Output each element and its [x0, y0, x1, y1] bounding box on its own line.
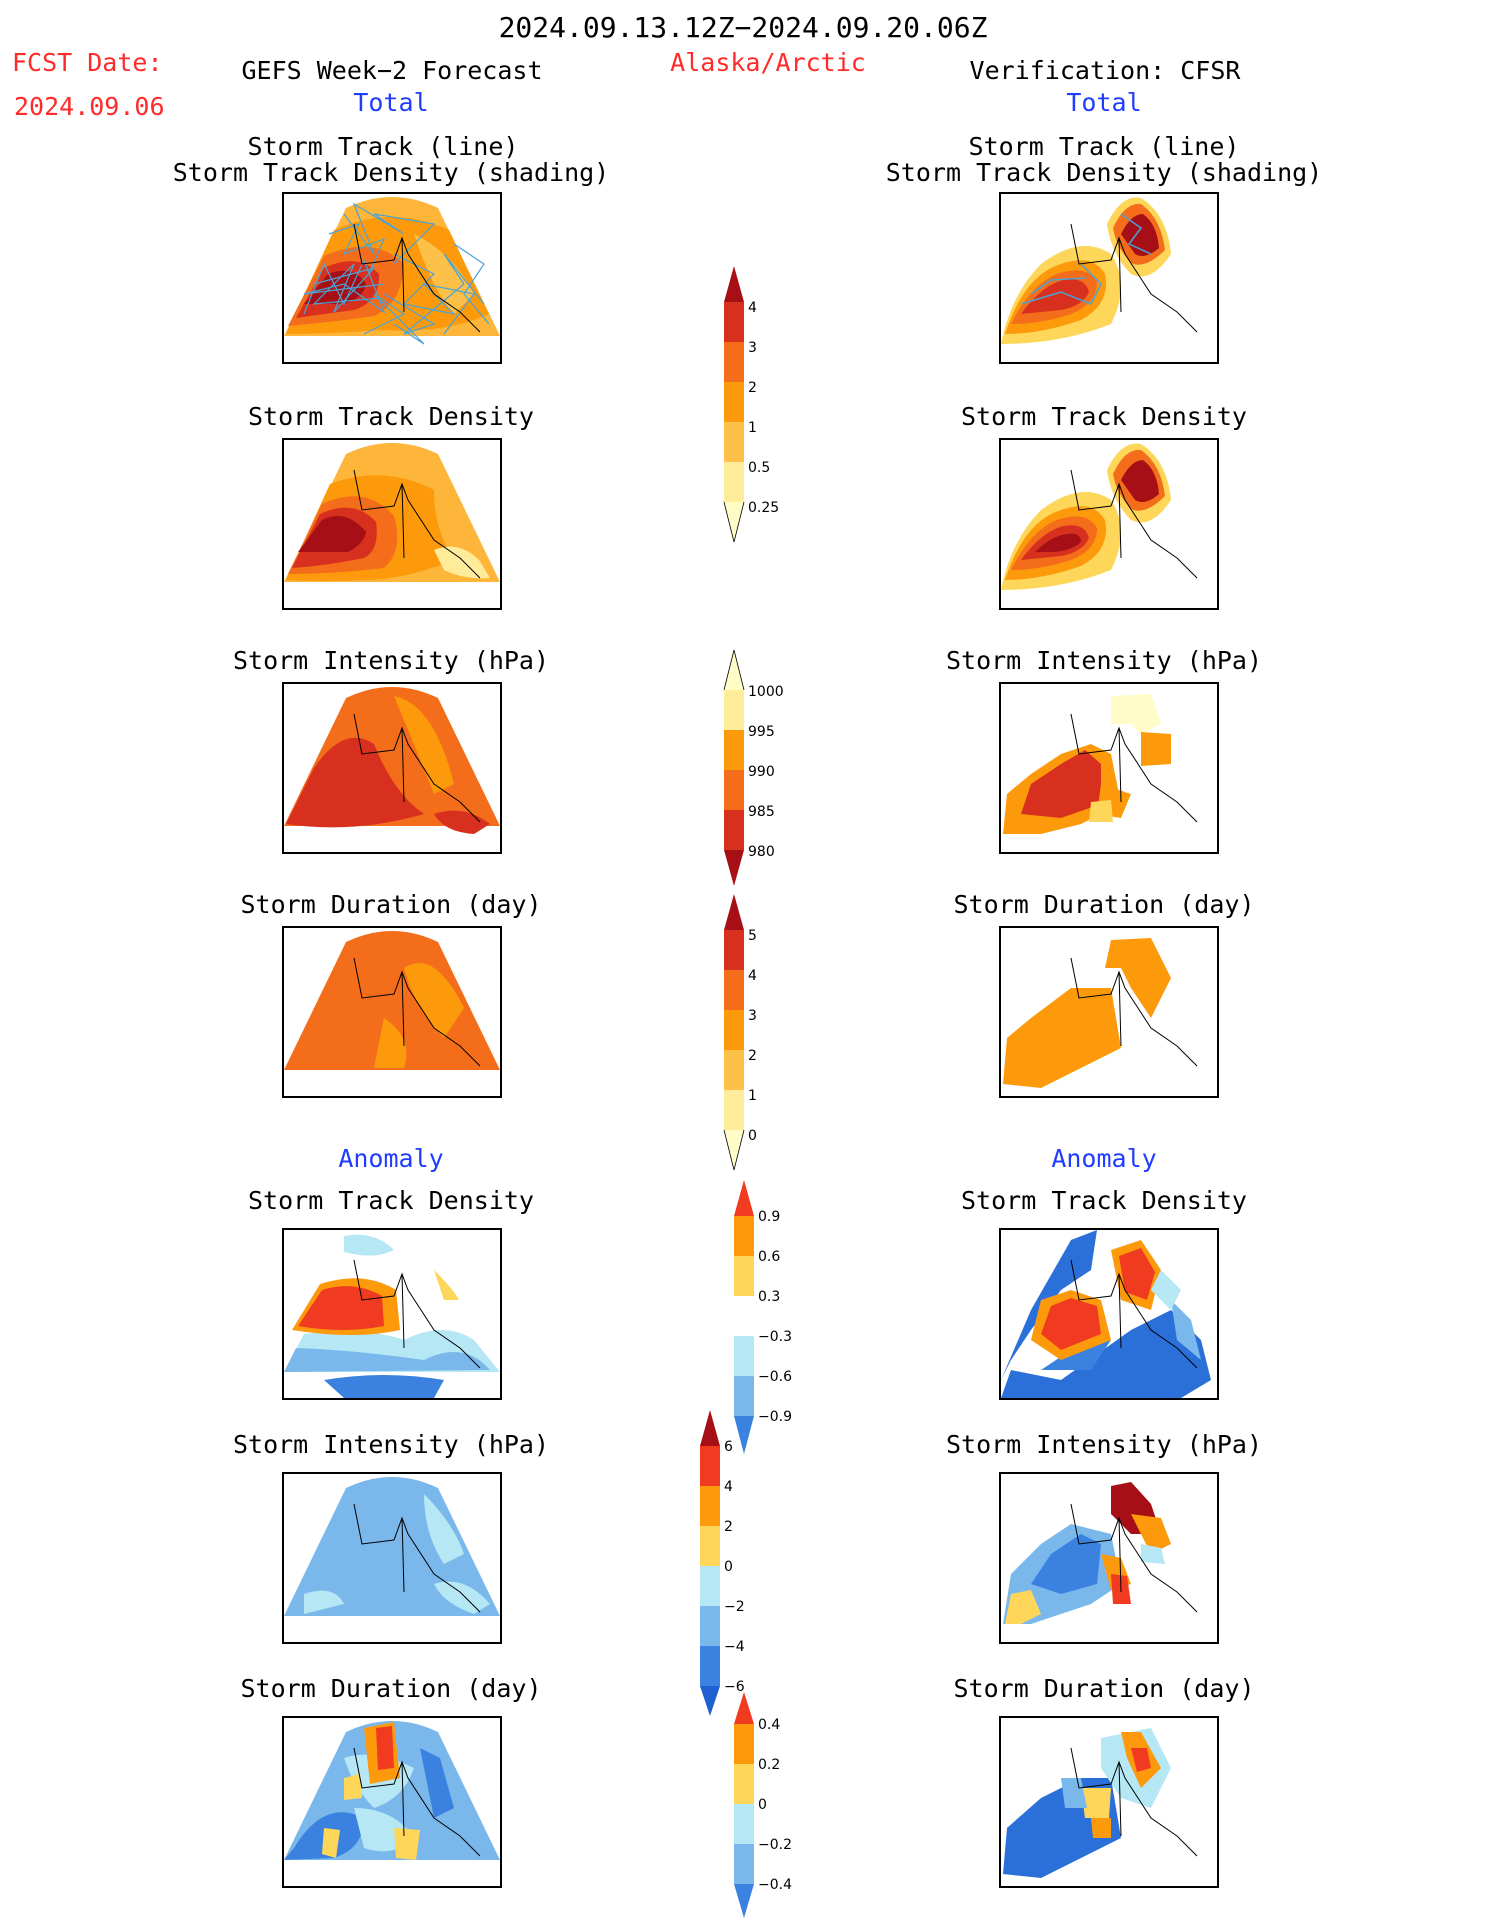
- fcst-date-value: 2024.09.06: [14, 92, 165, 121]
- right-intensity-map: [999, 682, 1219, 854]
- left-density-title: Storm Track Density: [248, 402, 534, 431]
- right-anom-intensity-title: Storm Intensity (hPa): [945, 1430, 1263, 1459]
- left-intensity-map: [282, 682, 502, 854]
- anom-intensity-tick-neg6: −6: [724, 1679, 745, 1695]
- density-tick-4: 4: [748, 300, 757, 316]
- anom-duration-tick-neg0.4: −0.4: [758, 1877, 792, 1893]
- right-density-title: Storm Track Density: [961, 402, 1247, 431]
- anom-intensity-tick-4: 4: [724, 1479, 733, 1495]
- right-track-line-title: Storm Track (line): [968, 132, 1240, 161]
- intensity-tick-995: 995: [748, 724, 775, 740]
- anom-intensity-tick-6: 6: [724, 1439, 733, 1455]
- left-storm-track-map: [282, 192, 502, 364]
- anomaly-density-colorbar: 0.9 0.6 0.3 −0.3 −0.6 −0.9: [734, 1180, 792, 1454]
- right-duration-title: Storm Duration (day): [953, 890, 1255, 919]
- intensity-colorbar: 1000 995 990 985 980: [723, 649, 784, 886]
- anom-density-tick-0.3: 0.3: [758, 1289, 780, 1305]
- intensity-tick-1000: 1000: [748, 684, 784, 700]
- right-storm-track-map: [999, 192, 1219, 364]
- intensity-tick-980: 980: [748, 844, 775, 860]
- intensity-tick-985: 985: [748, 804, 775, 820]
- anomaly-duration-colorbar: 0.4 0.2 0 −0.2 −0.4: [734, 1692, 792, 1918]
- duration-tick-4: 4: [748, 968, 757, 984]
- duration-tick-0: 0: [748, 1128, 757, 1144]
- left-track-shading-title: Storm Track Density (shading): [172, 158, 610, 187]
- anom-density-tick-0.6: 0.6: [758, 1249, 780, 1265]
- duration-tick-3: 3: [748, 1008, 757, 1024]
- date-range-title: 2024.09.13.12Z−2024.09.20.06Z: [498, 11, 988, 44]
- density-tick-0.5: 0.5: [748, 460, 770, 476]
- right-anom-duration-title: Storm Duration (day): [953, 1674, 1255, 1703]
- anomaly-intensity-colorbar: 6 4 2 0 −2 −4 −6: [700, 1410, 745, 1716]
- anom-density-tick-neg0.3: −0.3: [758, 1329, 792, 1345]
- right-total-label: Total: [1066, 88, 1142, 117]
- density-tick-3: 3: [748, 340, 757, 356]
- anom-intensity-tick-neg4: −4: [724, 1639, 745, 1655]
- left-anomaly-density-map: [282, 1228, 502, 1400]
- right-track-shading-title: Storm Track Density (shading): [885, 158, 1323, 187]
- density-tick-2: 2: [748, 380, 757, 396]
- region-label: Alaska/Arctic: [670, 48, 866, 77]
- left-duration-title: Storm Duration (day): [240, 890, 542, 919]
- duration-tick-2: 2: [748, 1048, 757, 1064]
- right-anomaly-label: Anomaly: [1051, 1144, 1157, 1173]
- right-anom-density-title: Storm Track Density: [961, 1186, 1247, 1215]
- anom-duration-tick-0.2: 0.2: [758, 1757, 780, 1773]
- right-anomaly-duration-map: [999, 1716, 1219, 1888]
- duration-tick-5: 5: [748, 928, 757, 944]
- density-colorbar: 4 3 2 1 0.5 0.25: [723, 266, 779, 543]
- left-anomaly-intensity-map: [282, 1472, 502, 1644]
- duration-colorbar: 5 4 3 2 1 0: [723, 894, 757, 1171]
- right-column-title: Verification: CFSR: [969, 56, 1241, 85]
- anom-density-tick-0.9: 0.9: [758, 1209, 780, 1225]
- right-anomaly-intensity-map: [999, 1472, 1219, 1644]
- left-anom-intensity-title: Storm Intensity (hPa): [232, 1430, 550, 1459]
- left-duration-map: [282, 926, 502, 1098]
- left-density-map: [282, 438, 502, 610]
- left-intensity-title: Storm Intensity (hPa): [232, 646, 550, 675]
- left-anom-density-title: Storm Track Density: [248, 1186, 534, 1215]
- anom-density-tick-neg0.6: −0.6: [758, 1369, 792, 1385]
- anom-duration-tick-0.4: 0.4: [758, 1717, 780, 1733]
- right-anomaly-density-map: [999, 1228, 1219, 1400]
- left-track-line-title: Storm Track (line): [247, 132, 519, 161]
- intensity-tick-990: 990: [748, 764, 775, 780]
- anom-density-tick-neg0.9: −0.9: [758, 1409, 792, 1425]
- left-anom-duration-title: Storm Duration (day): [240, 1674, 542, 1703]
- anom-duration-tick-0: 0: [758, 1797, 767, 1813]
- anom-intensity-tick-neg2: −2: [724, 1599, 745, 1615]
- left-anomaly-duration-map: [282, 1716, 502, 1888]
- right-duration-map: [999, 926, 1219, 1098]
- left-total-label: Total: [353, 88, 429, 117]
- density-tick-0.25: 0.25: [748, 500, 779, 516]
- left-column-title: GEFS Week−2 Forecast: [241, 56, 543, 85]
- duration-tick-1: 1: [748, 1088, 757, 1104]
- right-intensity-title: Storm Intensity (hPa): [945, 646, 1263, 675]
- density-tick-1: 1: [748, 420, 757, 436]
- fcst-date-label: FCST Date:: [12, 48, 163, 77]
- anom-duration-tick-neg0.2: −0.2: [758, 1837, 792, 1853]
- anom-intensity-tick-2: 2: [724, 1519, 733, 1535]
- left-anomaly-label: Anomaly: [338, 1144, 444, 1173]
- anom-intensity-tick-0: 0: [724, 1559, 733, 1575]
- right-density-map: [999, 438, 1219, 610]
